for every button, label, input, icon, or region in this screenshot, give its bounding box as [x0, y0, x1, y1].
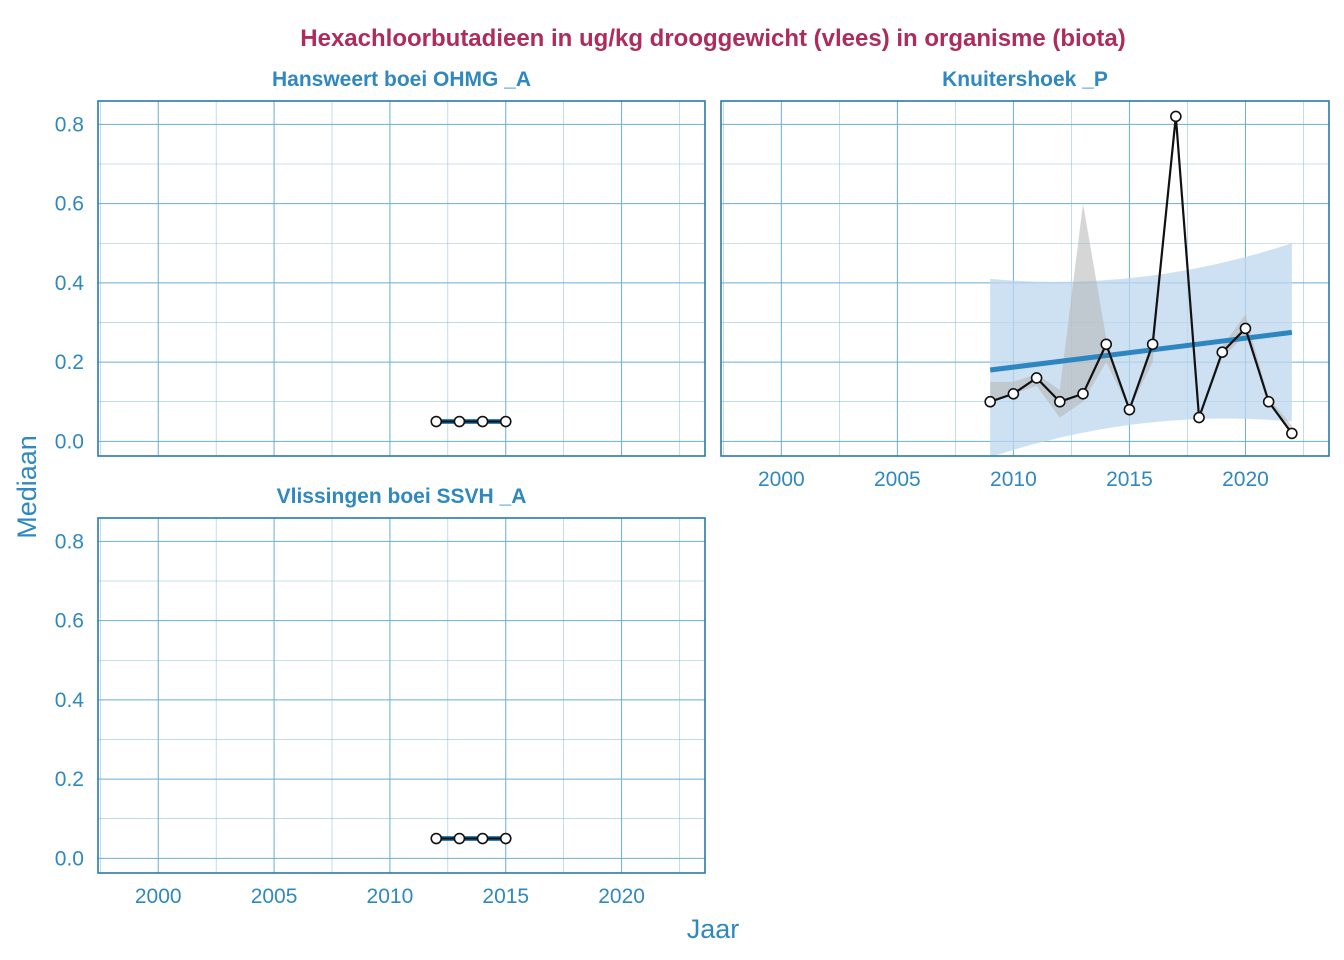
- y-tick-label: 0.6: [55, 193, 84, 216]
- range-ribbon: [990, 116, 1292, 434]
- y-tick-label: 0.4: [55, 272, 85, 295]
- x-tick-label: 2000: [135, 885, 182, 908]
- plot-area: [430, 832, 512, 845]
- plot-area: [984, 110, 1298, 456]
- chart-title: Hexachloorbutadieen in ug/kg drooggewich…: [300, 25, 1125, 52]
- x-tick-label: 2015: [1106, 468, 1153, 491]
- data-point: [499, 415, 512, 428]
- y-tick-label: 0.8: [55, 113, 84, 136]
- data-point: [1054, 395, 1066, 408]
- panel-border: [97, 517, 706, 874]
- facet-panel: Knuitershoek _P 2000 2005 2010 2015 2020: [720, 68, 1330, 491]
- data-point: [1100, 338, 1113, 351]
- data-point: [1239, 322, 1252, 335]
- panel-title: Vlissingen boei SSVH _A: [277, 485, 527, 508]
- data-point: [1077, 387, 1089, 400]
- data-point: [1123, 403, 1136, 416]
- x-tick-label: 2010: [990, 468, 1037, 491]
- data-point: [476, 415, 489, 428]
- x-tick-label: 2015: [482, 885, 529, 908]
- panel-title: Hansweert boei OHMG _A: [272, 68, 531, 91]
- y-tick-label: 0.2: [55, 768, 84, 791]
- data-point: [1216, 346, 1229, 358]
- data-point: [430, 832, 443, 845]
- y-tick-label: 0.0: [55, 430, 84, 453]
- x-tick-label: 2005: [874, 468, 921, 491]
- data-point: [430, 415, 443, 428]
- y-axis-label: Mediaan: [12, 435, 42, 539]
- x-tick-label: 2005: [251, 885, 298, 908]
- y-tick-label: 0.4: [55, 689, 85, 712]
- data-point: [1146, 338, 1159, 351]
- x-tick-label: 2020: [598, 885, 645, 908]
- data-point: [1286, 427, 1298, 440]
- facet-panel: Hansweert boei OHMG _A 0.0 0.2 0.4 0.6 0.8: [55, 68, 706, 457]
- data-point: [1030, 372, 1043, 384]
- facet-panel: Vlissingen boei SSVH _A 0.0 0.2 0.4 0.6 0.8 20…: [55, 485, 706, 908]
- y-tick-label: 0.0: [55, 847, 84, 870]
- panel-border: [720, 100, 1330, 457]
- data-point: [984, 395, 996, 408]
- y-tick-label: 0.6: [55, 610, 84, 633]
- data-point: [1193, 411, 1205, 424]
- data-point: [1170, 110, 1182, 123]
- data-point: [453, 415, 466, 428]
- plot-area: [430, 415, 512, 428]
- data-point: [1007, 387, 1020, 400]
- data-point: [476, 832, 489, 845]
- x-tick-label: 2000: [758, 468, 805, 491]
- trend-line: [989, 329, 1293, 373]
- x-tick-label: 2010: [367, 885, 414, 908]
- y-tick-label: 0.8: [55, 530, 84, 553]
- panel-title: Knuitershoek _P: [942, 68, 1108, 91]
- data-point: [499, 832, 512, 845]
- y-tick-label: 0.2: [55, 351, 84, 374]
- x-tick-label: 2020: [1222, 468, 1269, 491]
- data-point: [453, 832, 466, 845]
- facet-panels: Hansweert boei OHMG _A 0.0 0.2 0.4 0.6 0.8 Knu…: [55, 68, 1330, 908]
- x-axis-label: Jaar: [687, 914, 740, 944]
- panel-border: [97, 100, 706, 457]
- data-point: [1262, 395, 1275, 408]
